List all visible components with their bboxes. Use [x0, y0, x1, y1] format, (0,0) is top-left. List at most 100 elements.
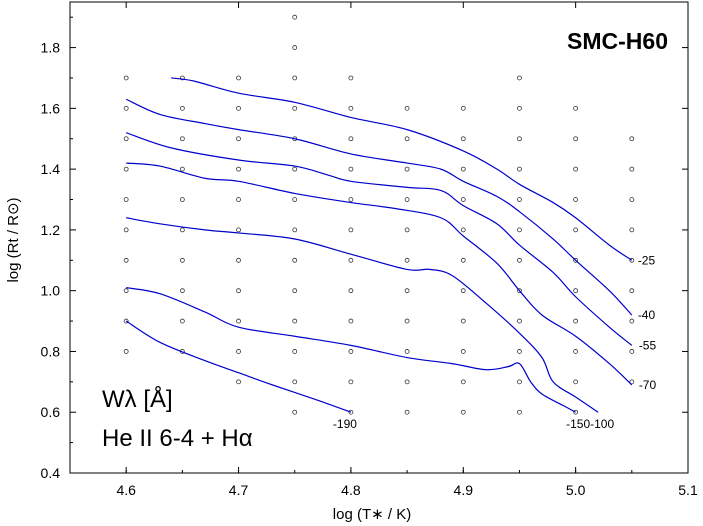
grid-point: [292, 14, 298, 20]
grid-point: [179, 105, 185, 111]
grid-point: [404, 136, 410, 142]
contour-label: -40: [638, 308, 656, 322]
y-tick-label: 0.4: [41, 465, 61, 481]
grid-point: [236, 257, 241, 263]
grid-point: [179, 288, 185, 294]
contour-line: [126, 162, 633, 386]
y-tick-label: 1.8: [41, 40, 61, 56]
grid-point: [573, 105, 579, 111]
y-tick-label: 1.2: [41, 222, 61, 238]
x-tick-label: 4.7: [229, 482, 249, 498]
grid-point: [348, 379, 354, 385]
grid-point: [123, 318, 129, 324]
grid-point: [404, 288, 410, 294]
grid-point: [460, 105, 466, 111]
grid-point: [179, 75, 185, 81]
grid-point: [573, 227, 579, 233]
grid-point: [629, 349, 635, 354]
grid-point: [123, 197, 129, 202]
grid-point: [236, 288, 241, 294]
grid-point: [348, 105, 354, 111]
grid-point: [404, 227, 410, 233]
grid-point: [404, 105, 410, 111]
grid-point: [460, 288, 466, 294]
grid-point: [460, 136, 466, 142]
y-tick-label: 1.4: [41, 161, 61, 177]
grid-point: [460, 318, 466, 324]
contour-labels: -25 -40 -55 -70 -150-100 -190: [333, 253, 657, 431]
grid-point: [629, 288, 635, 294]
grid-point: [236, 166, 241, 172]
grid-point: [292, 349, 298, 354]
x-tick-label: 5.0: [566, 482, 586, 498]
grid-point: [460, 166, 466, 172]
grid-point: [629, 166, 635, 172]
grid-point: [179, 136, 185, 142]
annotation-lines: He II 6-4 + Hα: [102, 425, 253, 452]
grid-point: [348, 409, 354, 415]
grid-point: [517, 288, 522, 294]
grid-point: [236, 136, 241, 142]
chart-title: SMC-H60: [567, 28, 668, 54]
grid-point: [517, 166, 522, 172]
grid-point: [460, 409, 466, 415]
grid-point: [292, 45, 298, 50]
grid-point: [348, 257, 354, 263]
grid-point: [573, 379, 579, 385]
grid-point: [348, 166, 354, 172]
grid-point: [573, 136, 579, 142]
contour-line: [125, 320, 352, 413]
grid-point: [460, 257, 466, 263]
grid-point: [517, 318, 522, 324]
y-axis-title: log (Rt / R⊙): [5, 197, 22, 282]
grid-point: [292, 257, 298, 263]
grid-point: [404, 197, 410, 202]
x-tick-label: 4.6: [116, 482, 136, 498]
grid-point: [404, 409, 410, 415]
grid-point: [404, 379, 410, 385]
x-tick-label: 4.8: [341, 482, 361, 498]
contour-line: [171, 77, 633, 261]
contour-label: -150-100: [566, 417, 614, 431]
grid-point: [573, 257, 579, 263]
grid-point: [179, 318, 185, 324]
grid-point: [179, 166, 185, 172]
grid-point: [348, 318, 354, 324]
grid-point: [460, 227, 466, 233]
model-grid: [123, 14, 635, 415]
grid-point: [573, 318, 579, 324]
grid-point: [236, 75, 241, 81]
grid-point: [348, 288, 354, 294]
contour-label: -25: [638, 253, 656, 267]
grid-point: [123, 349, 129, 354]
grid-point: [292, 105, 298, 111]
grid-point: [629, 227, 635, 233]
grid-point: [573, 349, 579, 354]
grid-point: [517, 197, 522, 202]
y-tick-label: 0.6: [41, 404, 61, 420]
grid-point: [573, 166, 579, 172]
grid-point: [348, 227, 354, 233]
grid-point: [292, 379, 298, 385]
grid-point: [517, 257, 522, 263]
grid-point: [629, 318, 635, 324]
grid-point: [460, 379, 466, 385]
annotation-unit: Wλ [Å]: [102, 385, 173, 413]
contour-label: -70: [639, 378, 657, 392]
contour-line: [125, 132, 633, 346]
grid-point: [236, 105, 241, 111]
grid-point: [292, 318, 298, 324]
grid-point: [123, 288, 129, 294]
contour-line: [126, 287, 576, 413]
grid-point: [179, 227, 185, 233]
grid-point: [348, 197, 354, 202]
grid-point: [573, 197, 579, 202]
grid-point: [348, 349, 354, 354]
grid-point: [517, 409, 522, 415]
grid-point: [348, 75, 354, 81]
axis-ticks: 4.6 4.7 4.8 4.9 5.0 5.1 0.4 0.6 0.8 1.0 1.2 1.4 1.6 1…: [41, 2, 698, 498]
grid-point: [404, 257, 410, 263]
y-tick-label: 1.0: [41, 283, 61, 299]
